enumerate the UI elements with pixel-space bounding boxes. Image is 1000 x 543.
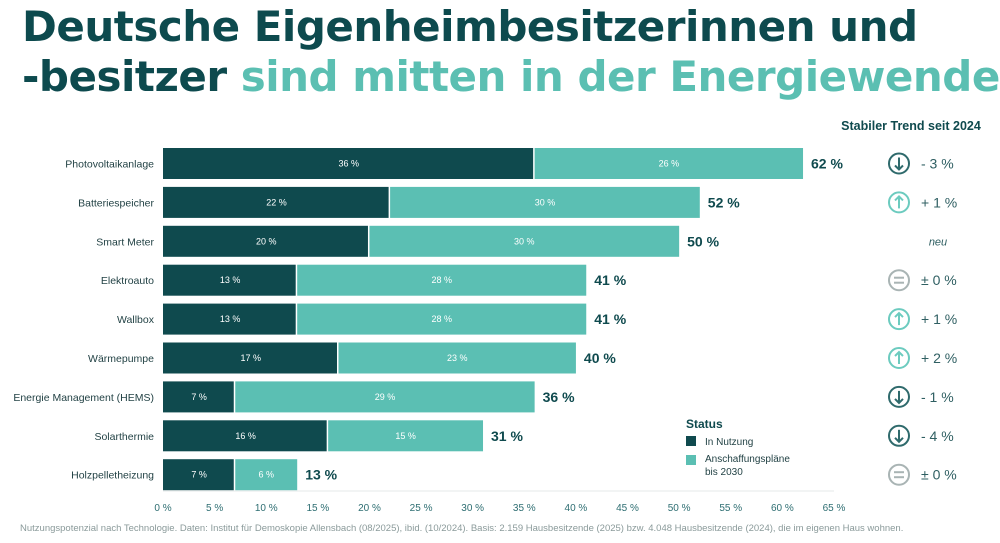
x-tick-label: 20 % <box>358 503 381 514</box>
bar-value-label: 23 % <box>447 353 468 363</box>
category-label: Smart Meter <box>96 236 154 248</box>
category-label: Wallbox <box>117 314 155 326</box>
bar-in-use <box>163 459 234 491</box>
bar-value-label: 28 % <box>431 314 452 324</box>
bar-planned <box>235 381 535 413</box>
category-label: Energie Management (HEMS) <box>13 392 154 404</box>
total-label: 52 % <box>708 194 740 210</box>
trend-title: Stabiler Trend seit 2024 <box>841 119 981 133</box>
total-label: 40 % <box>584 350 616 366</box>
title-line-1: Deutsche Eigenheimbesitzerinnen und <box>22 2 918 51</box>
x-tick-label: 30 % <box>461 503 484 514</box>
total-label: 41 % <box>594 272 626 288</box>
category-label: Elektroauto <box>101 275 154 287</box>
title-line-2: -besitzer sind mitten in der Energiewend… <box>22 52 1000 102</box>
category-label: Wärmepumpe <box>88 353 154 365</box>
category-label: Holzpelletheizung <box>71 470 154 482</box>
bar-value-label: 13 % <box>220 275 241 285</box>
x-tick-label: 40 % <box>565 503 588 514</box>
bar-value-label: 7 % <box>191 470 207 480</box>
category-label: Batteriespeicher <box>78 197 154 209</box>
bar-in-use <box>163 303 296 335</box>
x-tick-label: 65 % <box>823 503 846 514</box>
bar-in-use <box>163 148 534 179</box>
bar-value-label: 13 % <box>220 314 241 324</box>
category-label: Photovoltaikanlage <box>65 159 154 171</box>
bar-value-label: 30 % <box>535 197 556 207</box>
bar-value-label: 17 % <box>240 353 261 363</box>
bar-value-label: 28 % <box>431 275 452 285</box>
title-highlight: sind mitten in der Energiewende <box>240 52 1000 101</box>
equal-icon <box>888 463 910 486</box>
arrow-up-icon <box>888 308 910 331</box>
bar-in-use <box>163 381 234 413</box>
bar-value-label: 20 % <box>256 236 277 246</box>
trend-label: + 1 % <box>921 311 957 327</box>
bar-in-use <box>163 186 389 218</box>
trend-label: - 3 % <box>921 156 954 172</box>
total-label: 13 % <box>305 467 337 483</box>
x-tick-label: 45 % <box>616 503 639 514</box>
bar-value-label: 36 % <box>339 159 360 169</box>
bar-planned <box>297 264 587 296</box>
x-tick-label: 15 % <box>306 503 329 514</box>
trend-label: + 1 % <box>921 194 957 210</box>
x-tick-label: 60 % <box>771 503 794 514</box>
bar-planned <box>297 303 587 335</box>
legend-label: Anschaffungspläne <box>705 454 790 465</box>
x-tick-label: 55 % <box>719 503 742 514</box>
bar-value-label: 26 % <box>659 159 680 169</box>
page-title: Deutsche Eigenheimbesitzerinnen und -bes… <box>22 2 1000 102</box>
bar-value-label: 7 % <box>191 392 207 402</box>
bar-in-use <box>163 342 337 374</box>
legend-swatch-planned <box>686 455 696 465</box>
bar-planned <box>369 225 680 257</box>
x-tick-label: 5 % <box>206 503 223 514</box>
total-label: 31 % <box>491 428 523 444</box>
x-tick-label: 0 % <box>154 503 171 514</box>
bar-in-use <box>163 420 327 452</box>
arrow-down-icon <box>888 424 910 447</box>
trend-label: ± 0 % <box>921 272 957 288</box>
x-tick-label: 35 % <box>513 503 536 514</box>
bar-value-label: 15 % <box>395 431 416 441</box>
legend-label: In Nutzung <box>705 437 753 448</box>
bar-planned <box>235 459 298 491</box>
x-tick-label: 50 % <box>668 503 691 514</box>
arrow-up-icon <box>888 347 910 369</box>
bar-planned <box>390 186 700 218</box>
bar-value-label: 16 % <box>235 431 256 441</box>
footnote: Nutzungspotenzial nach Technologie. Date… <box>20 523 904 534</box>
equal-icon <box>888 269 910 292</box>
bar-value-label: 30 % <box>514 236 535 246</box>
legend-title: Status <box>686 417 723 431</box>
total-label: 41 % <box>594 311 626 327</box>
trend-label: + 2 % <box>921 350 957 366</box>
x-tick-label: 25 % <box>410 503 433 514</box>
legend-swatch-in-use <box>686 436 696 446</box>
arrow-up-icon <box>888 191 910 214</box>
title-part-2: -besitzer <box>22 52 227 101</box>
bar-value-label: 6 % <box>258 470 274 480</box>
bar-value-label: 22 % <box>266 197 287 207</box>
x-tick-label: 10 % <box>255 503 278 514</box>
bar-planned <box>328 420 484 452</box>
trend-label: neu <box>929 236 947 248</box>
trend-label: - 4 % <box>921 428 954 444</box>
bar-planned <box>338 342 576 374</box>
total-label: 36 % <box>543 389 575 405</box>
total-label: 50 % <box>687 233 719 249</box>
category-label: Solarthermie <box>94 431 154 443</box>
trend-label: ± 0 % <box>921 467 957 483</box>
bar-in-use <box>163 225 368 257</box>
arrow-down-icon <box>888 152 910 175</box>
legend-label-cont: bis 2030 <box>705 467 743 478</box>
arrow-down-icon <box>888 385 910 408</box>
trend-label: - 1 % <box>921 389 954 405</box>
bar-value-label: 29 % <box>375 392 396 402</box>
bar-in-use <box>163 264 296 296</box>
total-label: 62 % <box>811 156 843 172</box>
bar-planned <box>534 148 804 179</box>
